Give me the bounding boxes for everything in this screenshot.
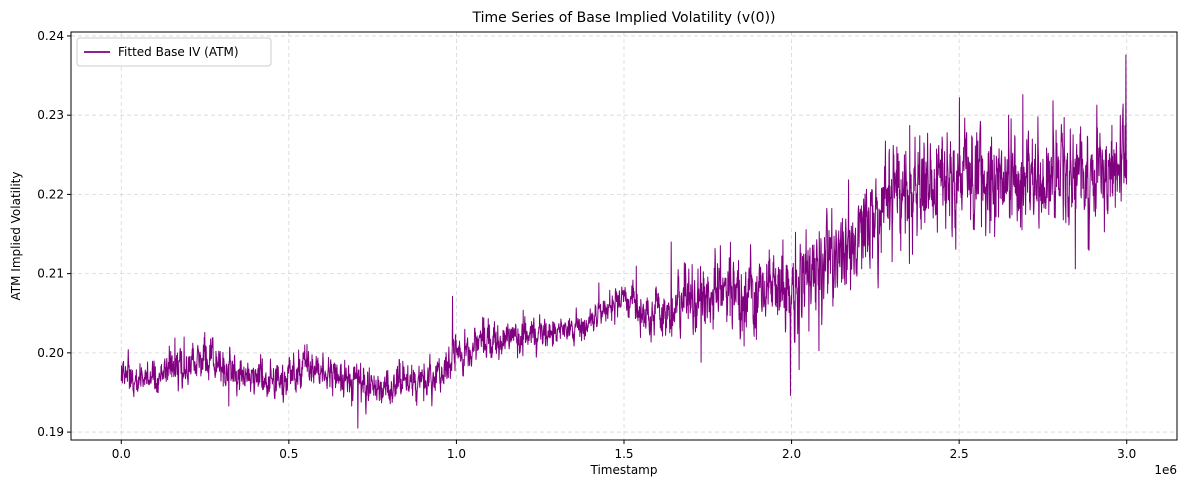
chart-title: Time Series of Base Implied Volatility (… (471, 10, 775, 26)
x-tick-label: 3.0 (1117, 447, 1136, 461)
x-tick-label: 1.0 (447, 447, 466, 461)
y-tick-label: 0.23 (37, 108, 64, 122)
series-line-fitted-base-iv (120, 54, 1128, 429)
x-tick-label: 0.0 (112, 447, 131, 461)
x-tick-label: 0.5 (279, 447, 298, 461)
y-axis-ticks: 0.19 0.20 0.21 0.22 0.23 0.24 (37, 29, 71, 439)
y-tick-label: 0.21 (37, 267, 64, 281)
y-axis-label: ATM Implied Volatility (9, 172, 23, 301)
legend-box (76, 37, 272, 67)
y-tick-label: 0.20 (37, 346, 64, 360)
x-axis-offset-label: 1e6 (1154, 463, 1177, 477)
y-tick-label: 0.19 (37, 425, 64, 439)
x-axis-ticks: 0.0 0.5 1.0 1.5 2.0 2.5 3.0 (112, 440, 1136, 461)
legend-label: Fitted Base IV (ATM) (118, 45, 239, 59)
x-tick-label: 1.5 (614, 447, 633, 461)
y-tick-label: 0.22 (37, 187, 64, 201)
x-tick-label: 2.0 (782, 447, 801, 461)
x-axis-label: Timestamp (590, 463, 658, 477)
y-tick-label: 0.24 (37, 29, 64, 43)
legend: Fitted Base IV (ATM) (76, 37, 272, 67)
x-tick-label: 2.5 (950, 447, 969, 461)
